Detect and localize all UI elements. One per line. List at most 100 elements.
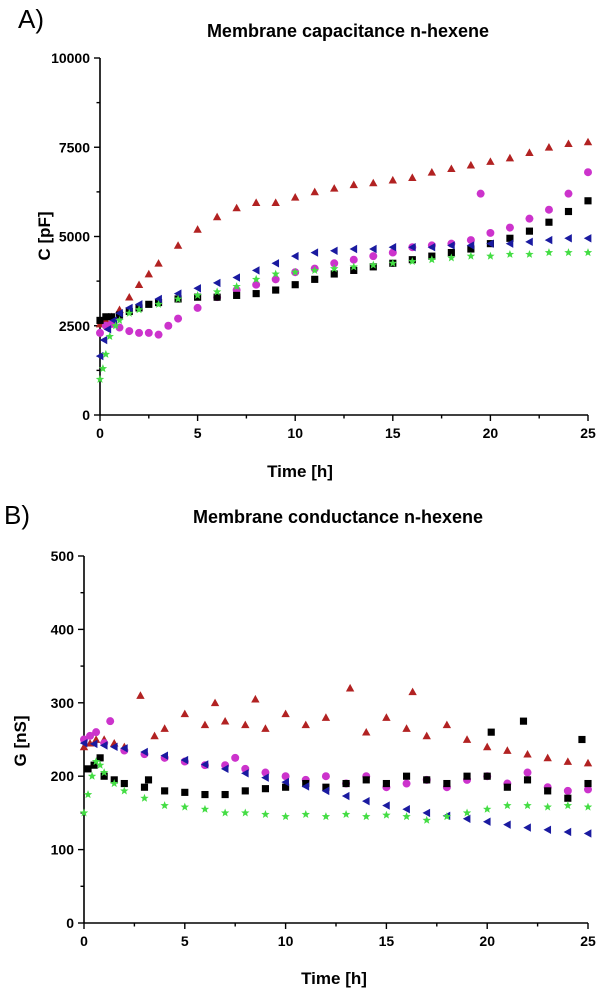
panel-b-title: Membrane conductance n-hexene	[193, 507, 483, 527]
panel-b-x-tick-label: 25	[580, 933, 596, 949]
panel-b-data-point-square	[523, 776, 532, 784]
panel-a-x-tick-label: 15	[385, 425, 401, 441]
panel-a-data-point-triangle-left	[193, 284, 201, 293]
panel-a-data-point-circle	[252, 280, 261, 289]
panel-b-data-point-circle	[106, 717, 115, 726]
panel-b-data-point-triangle-left	[321, 786, 330, 796]
panel-b: B) Membrane conductance n-hexene Time [h…	[4, 500, 596, 988]
panel-a-data-point-star	[134, 305, 144, 314]
panel-b-data-point-triangle-up	[402, 724, 411, 732]
panel-b-data-point-square	[302, 779, 310, 788]
panel-a-data-point-star	[271, 269, 280, 278]
panel-a-data-point-square	[330, 270, 338, 278]
panel-a-series-square	[96, 197, 592, 324]
panel-a-data-point-star	[173, 294, 183, 303]
panel-b-data-point-square	[564, 794, 572, 802]
panel-b-data-point-star	[523, 801, 532, 810]
panel-a-data-point-triangle-left	[115, 309, 123, 318]
panel-b-series-star	[79, 757, 593, 824]
panel-a-data-point-square	[213, 293, 221, 301]
panel-b-x-tick-label: 20	[479, 933, 495, 949]
panel-a-data-point-star	[310, 266, 319, 274]
panel-a-data-point-square	[233, 291, 241, 299]
panel-b-data-point-square	[463, 772, 471, 780]
panel-b-data-point-triangle-left	[99, 741, 108, 750]
panel-b-data-point-square	[201, 790, 209, 799]
panel-b-data-point-square	[503, 783, 511, 791]
panel-a-data-point-triangle-up	[291, 193, 300, 201]
panel-b-data-point-triangle-up	[408, 687, 417, 696]
panel-a-data-point-triangle-left	[125, 303, 133, 313]
panel-a-data-point-triangle-up	[310, 187, 319, 196]
panel-b-x-tick-label: 15	[379, 933, 395, 949]
panel-a-data-point-circle	[369, 252, 378, 261]
panel-a-data-point-star	[105, 332, 114, 341]
panel-a-data-point-triangle-up	[408, 173, 417, 181]
panel-b-data-point-star	[220, 808, 230, 817]
panel-b-data-point-circle	[86, 731, 95, 740]
panel-a-data-point-triangle-up	[173, 241, 183, 249]
panel-a-data-point-triangle-up	[349, 180, 358, 189]
panel-a-x-axis-label: Time [h]	[267, 462, 333, 481]
panel-a-y-tick-label: 7500	[59, 139, 90, 155]
panel-b-data-point-triangle-left	[382, 801, 390, 810]
panel-a-data-point-triangle-up	[544, 143, 554, 151]
panel-b-data-point-star	[99, 768, 109, 777]
panel-b-data-point-square	[96, 754, 104, 762]
panel-b-data-point-triangle-left	[462, 814, 471, 823]
panel-b-data-point-triangle-up	[543, 753, 552, 762]
panel-b-data-point-square	[161, 787, 169, 795]
panel-a-data-point-star	[111, 321, 120, 330]
panel-b-data-point-star	[120, 786, 129, 795]
panel-a-data-point-triangle-up	[271, 198, 280, 206]
panel-a-data-point-square	[506, 234, 514, 242]
panel-a-data-point-circle	[584, 168, 592, 177]
panel-a-data-point-triangle-left	[271, 259, 280, 268]
panel-a-data-point-triangle-up	[583, 137, 593, 146]
panel-a-data-point-triangle-up	[505, 153, 515, 162]
panel-b-data-point-square	[519, 717, 528, 725]
panel-a-data-point-square	[584, 197, 592, 205]
panel-a-data-point-circle	[193, 303, 202, 312]
panel-b-data-point-star	[241, 808, 250, 817]
panel-b-data-point-star	[140, 793, 149, 802]
panel-a-data-point-circle	[125, 327, 134, 336]
panel-b-data-point-triangle-left	[120, 744, 128, 753]
panel-b-data-point-triangle-up	[362, 727, 371, 736]
panel-a-data-point-triangle-up	[212, 212, 222, 221]
panel-a-series-star	[95, 248, 593, 383]
panel-b-data-point-triangle-left	[583, 829, 592, 838]
panel-b-data-point-circle	[523, 768, 532, 777]
panel-b-data-point-square	[584, 779, 592, 788]
panel-b-data-point-square	[100, 772, 108, 780]
panel-a-data-point-square	[447, 248, 455, 257]
panel-b-data-point-triangle-left	[483, 817, 491, 826]
panel-b-data-point-triangle-up	[301, 720, 310, 729]
panel-b-data-point-star	[83, 790, 93, 799]
panel-b-data-point-triangle-up	[382, 713, 391, 721]
panel-a-data-point-square	[564, 207, 573, 216]
panel-a-data-point-triangle-left	[109, 316, 118, 325]
panel-b-data-point-star	[87, 771, 97, 780]
panel-a-data-point-star	[101, 349, 111, 358]
panel-a-data-point-circle	[505, 223, 514, 232]
panel-a-data-point-triangle-left	[544, 235, 553, 245]
panel-a-data-point-triangle-up	[193, 225, 202, 233]
panel-b-data-point-triangle-up	[503, 746, 512, 754]
panel-b-data-point-triangle-up	[79, 742, 89, 751]
panel-b-data-point-triangle-left	[160, 751, 168, 760]
panel-b-data-point-triangle-left	[261, 773, 269, 782]
panel-a-data-point-triangle-left	[505, 239, 514, 248]
panel-a-data-point-triangle-up	[251, 198, 261, 206]
panel-a-x-tick-label: 10	[287, 425, 303, 441]
panel-a-letter: A)	[18, 4, 44, 34]
panel-b-data-point-triangle-up	[261, 724, 270, 732]
panel-a-data-point-circle	[154, 330, 163, 339]
panel-a-data-point-circle	[330, 259, 339, 268]
panel-a-data-point-star	[486, 251, 495, 260]
panel-b-data-point-triangle-left	[241, 769, 249, 778]
panel-a-x-tick-label: 5	[194, 425, 202, 441]
panel-b-data-point-square	[423, 776, 431, 784]
panel-b-data-point-star	[462, 808, 472, 817]
